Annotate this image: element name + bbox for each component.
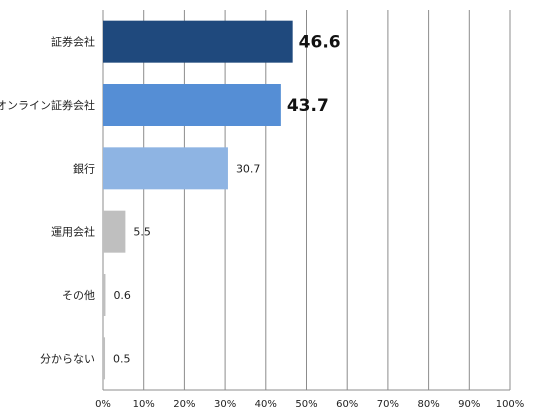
gridlines — [102, 10, 511, 391]
bar — [103, 274, 106, 316]
x-tick-label: 30% — [214, 399, 236, 410]
x-tick-label: 40% — [255, 399, 277, 410]
x-tick-labels: 0% 10% 20% 30% 40% 50% 60% 70% 80% 90% 100% — [95, 399, 524, 410]
x-tick-label: 80% — [417, 399, 439, 410]
bar — [103, 147, 228, 190]
bar — [103, 210, 126, 253]
category-label: 銀行 — [73, 161, 95, 175]
bar — [103, 84, 281, 126]
x-tick-label: 100% — [496, 399, 525, 410]
category-label: オンライン証券会社 — [0, 98, 95, 112]
value-label: 0.6 — [113, 289, 131, 302]
value-label: 43.7 — [287, 96, 329, 116]
bars — [103, 20, 293, 380]
category-label: その他 — [62, 289, 95, 302]
bar — [103, 337, 106, 380]
value-label: 46.6 — [299, 33, 341, 53]
x-tick-label: 90% — [458, 399, 480, 410]
x-tick-label: 50% — [295, 399, 317, 410]
value-label: 5.5 — [133, 226, 151, 239]
value-label: 30.7 — [236, 162, 261, 175]
value-label: 0.5 — [113, 352, 131, 365]
category-label: 分からない — [40, 352, 95, 365]
category-label: 運用会社 — [51, 225, 95, 239]
x-tick-label: 70% — [377, 399, 399, 410]
category-label: 証券会社 — [51, 35, 95, 49]
x-tick-label: 10% — [133, 399, 155, 410]
x-tick-label: 20% — [173, 399, 195, 410]
value-labels: 46.6 43.7 30.7 5.5 0.6 0.5 — [113, 33, 341, 366]
bar — [103, 20, 293, 63]
x-tick-label: 0% — [95, 399, 111, 410]
x-tick-label: 60% — [336, 399, 358, 410]
